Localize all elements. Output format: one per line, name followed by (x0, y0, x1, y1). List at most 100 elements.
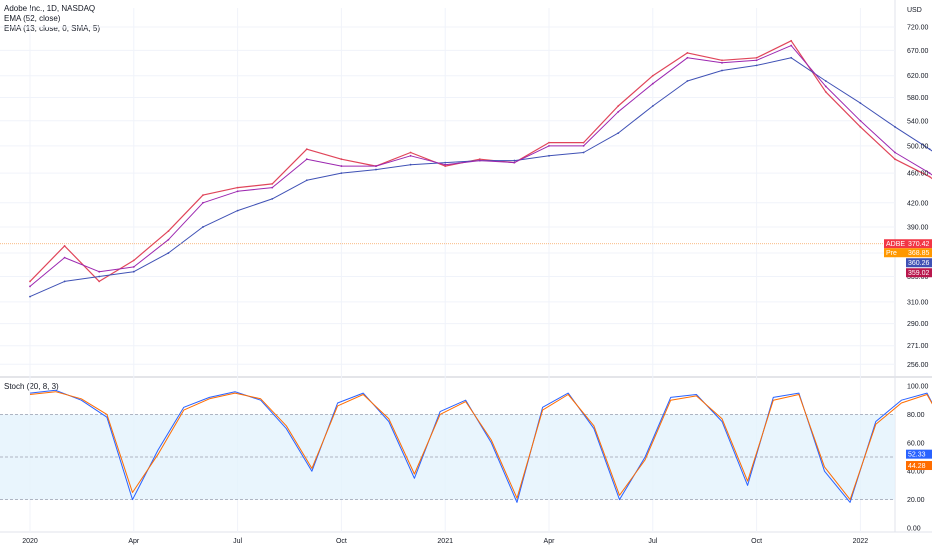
time-tick-label: 2020 (22, 538, 38, 545)
ema52-legend-label: EMA (52, close) (4, 14, 61, 23)
time-tick-label: Oct (336, 538, 347, 545)
price-series-line (29, 45, 932, 287)
stoch-tick-label: 100.00 (907, 384, 929, 391)
price-data-point (409, 154, 412, 157)
price-tick-label: 460.00 (907, 171, 929, 178)
price-data-point (29, 280, 31, 283)
price-data-point (305, 179, 308, 182)
price-data-point (29, 285, 31, 288)
price-data-point (859, 119, 862, 122)
price-badge-tag-text: ADBE (886, 241, 905, 248)
price-data-point (790, 39, 793, 42)
price-data-point (478, 158, 481, 161)
price-data-point (582, 151, 585, 154)
price-data-point (444, 161, 447, 164)
price-data-point (859, 125, 862, 128)
symbol-title: Adobe Inc., 1D, NASDAQ (4, 4, 96, 13)
stoch-tick-label: 80.00 (907, 412, 925, 419)
price-data-point (167, 252, 170, 254)
price-legend: Adobe Inc., 1D, NASDAQ EMA (52, close) E… (4, 4, 100, 34)
price-tick-label: 540.00 (907, 118, 929, 125)
price-tick-label: 720.00 (907, 24, 929, 31)
price-data-point (63, 256, 66, 259)
price-data-point (894, 125, 896, 128)
price-data-point (444, 165, 447, 167)
price-badge-text: 359.02 (908, 270, 930, 277)
price-data-point (824, 90, 827, 93)
price-data-point (790, 44, 793, 47)
price-data-point (305, 148, 308, 151)
price-data-point (98, 280, 101, 283)
price-data-point (63, 280, 66, 283)
time-tick-label: 2022 (853, 538, 869, 545)
price-data-point (271, 186, 274, 189)
price-data-point (824, 85, 827, 88)
price-badge-text: 368.85 (908, 250, 930, 257)
price-series-line (29, 40, 932, 282)
time-tick-label: Jul (233, 538, 242, 545)
price-data-point (928, 172, 931, 174)
price-data-point (548, 144, 550, 147)
price-data-point (444, 163, 447, 166)
price-data-point (686, 51, 689, 54)
time-tick-label: Jul (648, 538, 657, 545)
price-data-point (582, 144, 585, 147)
price-data-point (686, 80, 689, 82)
price-data-point (478, 159, 481, 162)
price-data-point (651, 82, 654, 85)
price-badge (906, 239, 932, 249)
price-data-point (721, 61, 723, 64)
price-data-point (617, 132, 620, 134)
price-tick-label: 271.00 (907, 343, 929, 350)
stoch-tick-label: 20.00 (907, 497, 925, 504)
price-badge-text: 360.26 (908, 260, 930, 267)
price-badge (906, 268, 932, 278)
stoch-badge (906, 461, 932, 471)
price-data-point (686, 56, 689, 59)
price-data-point (340, 165, 343, 167)
stoch-legend-label: Stoch (20, 8, 3) (4, 382, 59, 391)
price-data-point (375, 168, 377, 171)
price-data-point (721, 59, 723, 62)
price-data-point (755, 59, 758, 62)
price-data-point (513, 161, 516, 164)
price-data-point (271, 198, 274, 200)
time-tick-label: 2021 (437, 538, 453, 545)
price-data-point (651, 74, 654, 77)
stoch-tick-label: 0.00 (907, 526, 921, 533)
price-badge-tag-text: Pre (886, 250, 897, 257)
time-tick-label: Oct (751, 538, 762, 545)
price-data-point (98, 275, 101, 278)
price-badge (906, 258, 932, 268)
price-tick-label: 335.00 (907, 274, 929, 281)
stoch-badge (906, 449, 932, 459)
price-data-point (340, 172, 343, 174)
price-tick-label: 310.00 (907, 299, 929, 306)
price-tick-label: 256.00 (907, 362, 929, 369)
price-data-point (409, 151, 412, 154)
price-data-point (617, 105, 620, 107)
price-data-point (132, 266, 135, 268)
price-data-point (63, 244, 66, 247)
price-data-point (202, 194, 204, 196)
stoch-badge-text: 44.28 (908, 463, 926, 470)
price-data-point (98, 270, 101, 273)
price-badge-tag (884, 239, 906, 249)
price-data-point (305, 158, 308, 161)
price-data-point (202, 226, 204, 228)
price-data-point (132, 270, 135, 273)
time-tick-label: Apr (128, 538, 140, 545)
price-data-point (894, 158, 896, 161)
price-data-point (859, 102, 862, 105)
price-data-point (236, 190, 239, 193)
price-badge (906, 248, 932, 258)
price-data-point (582, 141, 585, 144)
stoch-tick-label: 60.00 (907, 440, 925, 447)
price-series-line (29, 57, 932, 298)
price-data-point (167, 238, 170, 241)
stoch-series-line (29, 389, 932, 503)
price-data-point (755, 64, 758, 67)
price-data-point (271, 183, 274, 185)
price-data-point (928, 175, 931, 178)
